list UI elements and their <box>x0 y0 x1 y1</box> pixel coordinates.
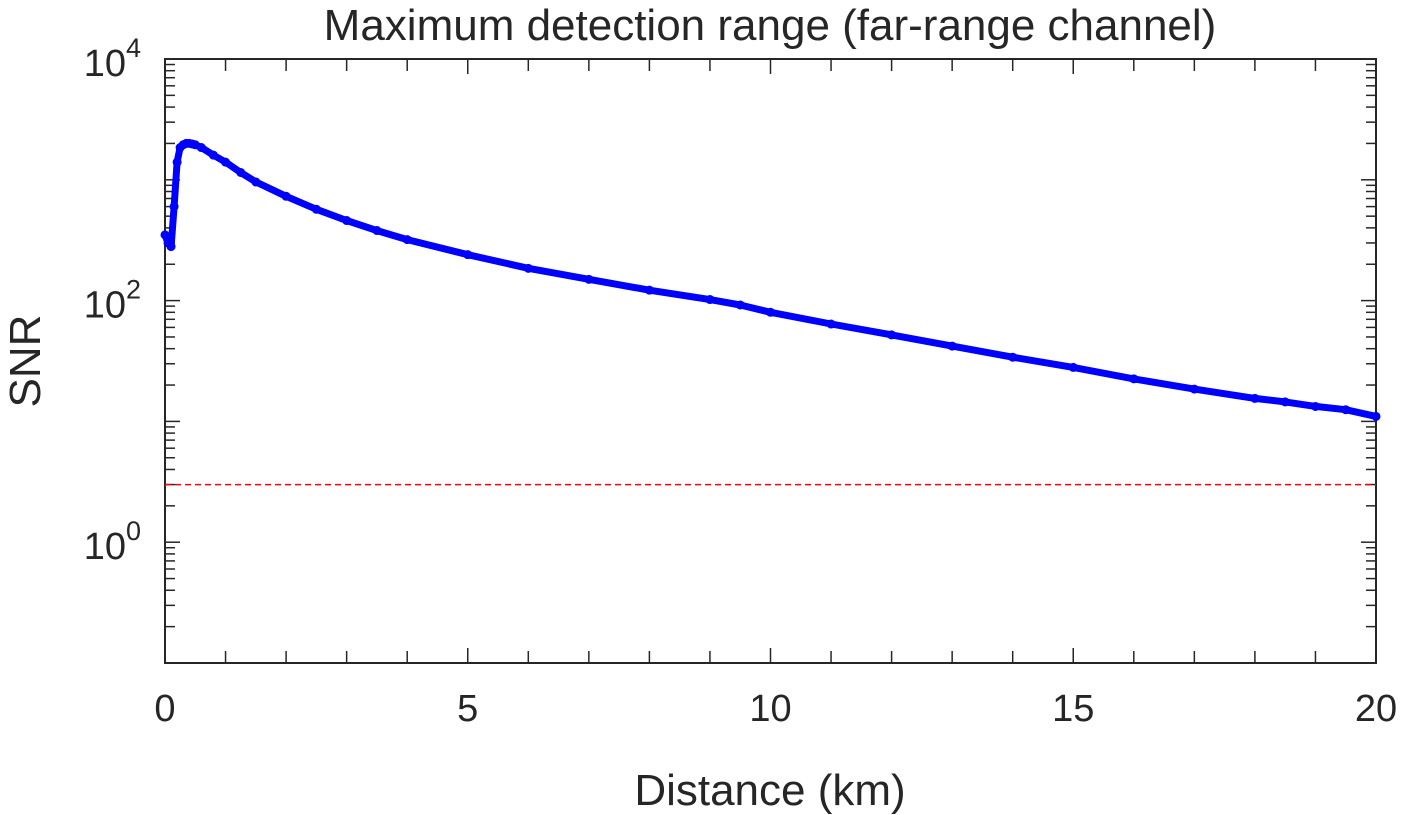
snr-data-point <box>402 235 412 245</box>
snr-data-point <box>1280 397 1290 407</box>
snr-data-point <box>947 341 957 351</box>
snr-data-point <box>735 300 745 310</box>
snr-data-point <box>1371 411 1381 421</box>
snr-data-point <box>1189 384 1199 394</box>
axes-box <box>164 58 1377 664</box>
snr-data-point <box>169 202 179 212</box>
x-tick-label: 20 <box>1355 688 1397 730</box>
x-tick-label: 0 <box>154 688 175 730</box>
snr-data-point <box>826 319 836 329</box>
x-tick-label: 15 <box>1052 688 1094 730</box>
snr-data-point <box>172 157 182 167</box>
snr-data-point <box>1341 405 1351 415</box>
y-tick-label: 100 <box>84 516 141 568</box>
x-axis-label: Distance (km) <box>634 766 905 815</box>
snr-data-point <box>766 307 775 317</box>
plot-area: 0 5 10 15 20 100 102 104 <box>84 33 1397 730</box>
snr-data-point <box>705 295 715 305</box>
x-tick-label: 5 <box>457 688 478 730</box>
snr-data-point <box>166 242 176 252</box>
snr-data-point <box>523 263 533 273</box>
snr-data-point <box>251 177 261 187</box>
snr-data-point <box>208 150 218 160</box>
x-tick-label: 10 <box>749 688 791 730</box>
snr-data-point <box>463 250 473 260</box>
snr-data-point <box>160 230 170 240</box>
snr-data-point <box>372 226 382 236</box>
snr-data-point <box>644 285 654 295</box>
snr-data-point <box>342 216 352 226</box>
snr-data-point <box>1250 393 1260 403</box>
snr-data-point <box>281 191 291 201</box>
snr-data-point <box>887 330 897 340</box>
snr-data-point <box>236 167 246 177</box>
snr-data-point <box>1008 352 1018 362</box>
snr-data-point <box>311 204 321 214</box>
snr-data-point <box>1310 401 1320 411</box>
snr-series-line <box>161 139 1380 420</box>
chart-title: Maximum detection range (far-range chann… <box>324 1 1217 50</box>
snr-data-point <box>221 157 231 167</box>
y-tick-label: 104 <box>84 33 141 85</box>
y-axis-label: SNR <box>1 315 50 408</box>
snr-data-point <box>1068 362 1078 372</box>
snr-data-point <box>584 274 594 284</box>
snr-data-point <box>1129 374 1139 384</box>
y-tick-label: 102 <box>84 275 141 327</box>
snr-data-point <box>196 143 206 153</box>
